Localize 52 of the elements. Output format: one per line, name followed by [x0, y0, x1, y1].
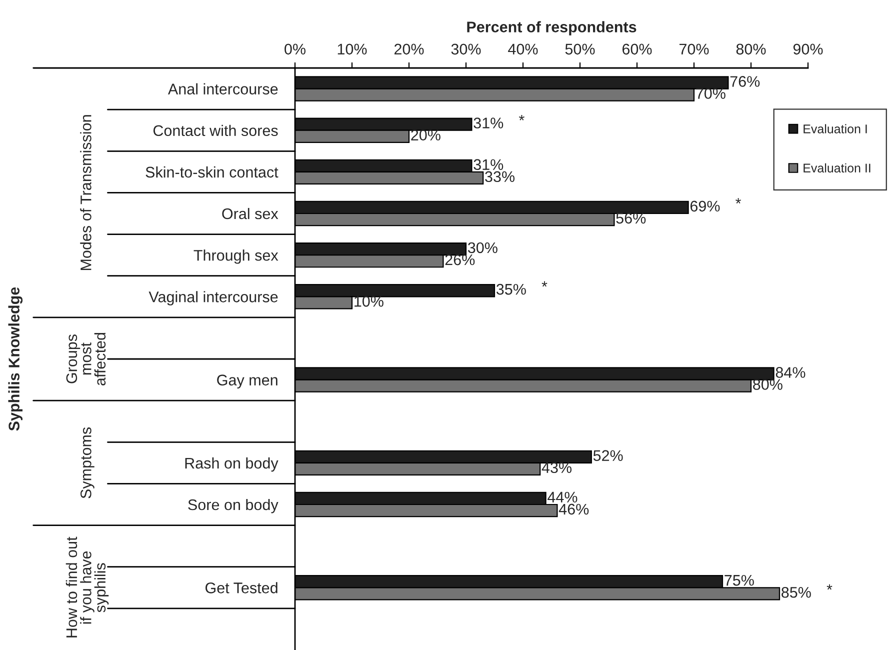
- data-label: 46%: [558, 504, 589, 515]
- x-tick-label: 70%: [679, 44, 709, 55]
- annotation: *: [518, 114, 524, 120]
- data-label: 52%: [593, 450, 623, 461]
- data-label: 44%: [548, 492, 578, 503]
- data-label: 31%: [474, 118, 504, 128]
- x-tick-label: 80%: [736, 44, 766, 55]
- data-label: 10%: [354, 296, 384, 307]
- data-label: 80%: [753, 379, 782, 390]
- data-label: 33%: [485, 171, 515, 182]
- data-label: 30%: [468, 242, 498, 254]
- data-label: 75%: [724, 574, 754, 586]
- data-label: 35%: [496, 284, 526, 295]
- y-tick-label: Gay men: [217, 374, 278, 388]
- x-tick-label: 90%: [793, 44, 823, 55]
- y-tick-label: Rash on body: [185, 457, 278, 472]
- annotation: *: [542, 281, 548, 287]
- legend-label: Evaluation I: [804, 124, 867, 134]
- y-tick-label: Contact with sores: [153, 124, 278, 136]
- text: Modes of Transmission: [80, 115, 92, 270]
- y-tick-label: Oral sex: [222, 208, 278, 220]
- x-tick-label: 0%: [284, 44, 306, 55]
- data-label: 20%: [411, 130, 440, 140]
- y-tick-label: Vaginal intercourse: [148, 291, 278, 306]
- text: *: [826, 584, 832, 590]
- x-axis-title: Percent of respondents: [467, 21, 636, 36]
- x-tick-label: 20%: [394, 44, 424, 55]
- text: How to find out if you have syphilis: [66, 536, 109, 638]
- y-tick-label: Get Tested: [206, 582, 278, 594]
- data-label: 85%: [782, 586, 811, 598]
- data-label: 84%: [776, 367, 806, 378]
- text: Syphilis Knowledge: [8, 287, 23, 431]
- legend-label: Evaluation II: [804, 163, 870, 173]
- data-label: 43%: [542, 462, 572, 474]
- y-tick-label: Anal intercourse: [168, 83, 278, 94]
- x-tick-label: 50%: [565, 44, 595, 55]
- data-label: 56%: [616, 212, 646, 224]
- data-label: 31%: [474, 159, 504, 170]
- y-tick-label: Sore on body: [188, 498, 278, 514]
- x-tick-label: 40%: [508, 44, 538, 55]
- x-tick-label: 60%: [622, 44, 652, 55]
- annotation: *: [736, 198, 742, 204]
- text: Groups most affected: [66, 332, 106, 386]
- data-label: 26%: [445, 254, 475, 266]
- data-label: 69%: [690, 200, 720, 212]
- y-tick-label: Through sex: [194, 250, 278, 264]
- text: Symptoms: [80, 427, 94, 498]
- y-tick-label: Skin-to-skin contact: [146, 166, 278, 178]
- x-tick-label: 30%: [451, 44, 481, 55]
- x-tick-label: 10%: [338, 44, 367, 55]
- data-label: 70%: [696, 88, 726, 99]
- data-label: 76%: [730, 76, 760, 87]
